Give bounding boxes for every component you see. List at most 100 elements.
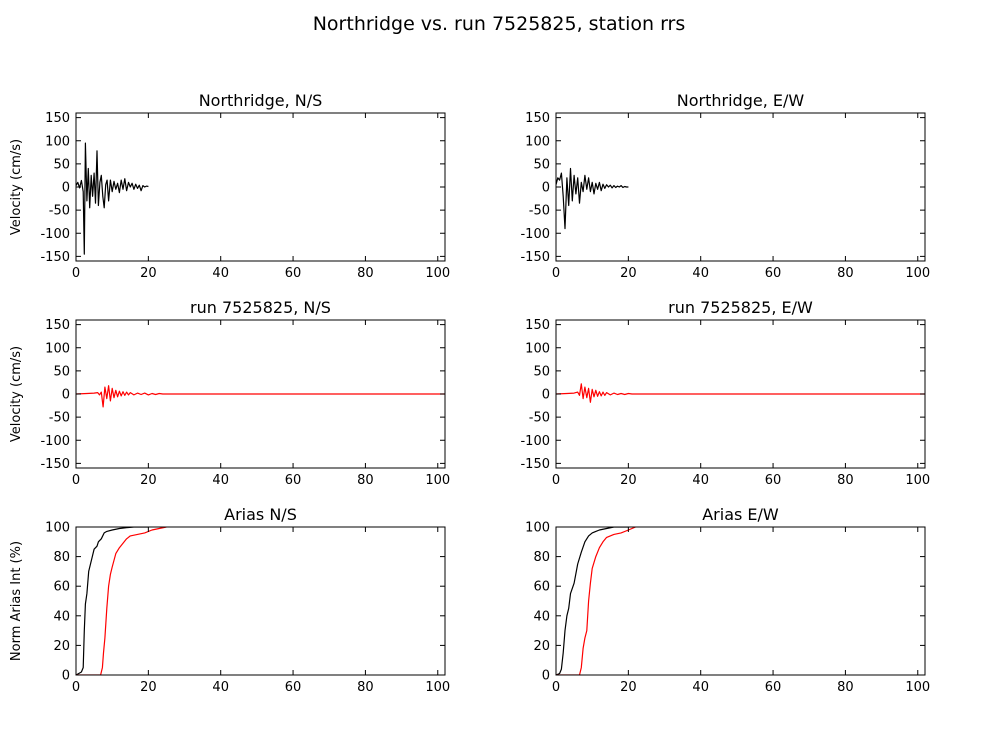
vel-ew-run-series-0 [556,383,925,403]
vel-ew-run-ytick-label: -100 [520,434,550,449]
arias-ns-xtick-label: 80 [357,680,374,695]
vel-ns-rec-ylabel: Velocity (cm/s) [9,139,24,235]
vel-ns-rec-xtick-label: 40 [212,266,229,281]
arias-ew-xtick-label: 40 [692,680,709,695]
vel-ns-rec-ytick-label: -100 [40,227,70,242]
vel-ew-rec-ytick-label: 150 [525,111,550,126]
arias-ns-xtick-label: 0 [72,680,80,695]
vel-ns-run-xtick-label: 60 [285,473,302,488]
arias-ew-xtick-label: 0 [552,680,560,695]
vel-ew-run-xtick-label: 40 [692,473,709,488]
vel-ew-rec-ytick-label: 50 [533,157,550,172]
vel-ew-run-ytick-label: -50 [529,411,550,426]
vel-ns-run-xtick-label: 100 [425,473,450,488]
arias-ns-xtick-label: 40 [212,680,229,695]
vel-ns-run-xtick-label: 80 [357,473,374,488]
arias-ew-xtick-label: 60 [765,680,782,695]
vel-ns-run-ylabel: Velocity (cm/s) [9,346,24,442]
vel-ew-run-ytick-label: -150 [520,457,550,472]
vel-ew-run-xtick-label: 80 [837,473,854,488]
vel-ns-run-ytick-label: 0 [62,388,70,403]
vel-ew-rec-xtick-label: 40 [692,266,709,281]
vel-ns-rec-ytick-label: 150 [45,111,70,126]
arias-ns-ytick-label: 40 [53,609,70,624]
arias-ew-series-1 [556,527,636,675]
vel-ns-rec-frame [75,112,446,262]
arias-ew-ytick-label: 80 [533,550,550,565]
vel-ew-run-ytick-label: 100 [525,341,550,356]
vel-ew-run-title: run 7525825, E/W [668,298,813,317]
vel-ew-rec-ytick-label: -150 [520,250,550,265]
vel-ew-run-ytick-label: 0 [542,388,550,403]
arias-ew-ytick-label: 40 [533,609,550,624]
vel-ns-run-xtick-label: 40 [212,473,229,488]
arias-ns-ytick-label: 60 [53,580,70,595]
vel-ew-rec-ytick-label: 100 [525,134,550,149]
vel-ew-run-xtick-label: 100 [905,473,930,488]
arias-ns-ytick-label: 0 [62,669,70,684]
subplot-arias-ns: 0 20 40 60 80 100 0 20 40 60 80 100 Arias N/S Norm Ar… [9,505,450,695]
arias-ew-frame [555,526,926,676]
arias-ew-ytick-label: 60 [533,580,550,595]
vel-ns-run-ytick-label: 150 [45,318,70,333]
vel-ew-run-xtick-label: 0 [552,473,560,488]
vel-ns-rec-xtick-label: 20 [140,266,157,281]
arias-ns-xtick-label: 20 [140,680,157,695]
vel-ew-run-ytick-label: 50 [533,364,550,379]
vel-ns-run-series-0 [76,385,445,408]
vel-ns-rec-xtick-label: 60 [285,266,302,281]
arias-ns-xtick-label: 60 [285,680,302,695]
arias-ns-series-0 [76,527,149,675]
vel-ns-run-ytick-label: -100 [40,434,70,449]
vel-ew-rec-series-0 [556,167,629,230]
subplot-vel-ns-run: 0 20 40 60 80 100 -150 -100 -50 0 50 100 150 run 7525… [9,298,450,488]
arias-ew-series-0 [556,527,629,675]
subplot-vel-ns-rec: 0 20 40 60 80 100 -150 -100 -50 0 50 100 150 Northrid… [9,91,450,281]
arias-ns-ylabel: Norm Arias Int (%) [9,541,24,661]
axes-layer: 0 20 40 60 80 100 -150 -100 -50 0 50 100 150 Northrid… [9,91,930,695]
vel-ew-rec-title: Northridge, E/W [677,91,805,110]
vel-ns-run-xtick-label: 0 [72,473,80,488]
vel-ew-rec-xtick-label: 0 [552,266,560,281]
vel-ns-rec-title: Northridge, N/S [199,91,323,110]
vel-ew-rec-xtick-label: 60 [765,266,782,281]
vel-ns-run-ytick-label: -50 [49,411,70,426]
vel-ns-run-ytick-label: 50 [53,364,70,379]
vel-ns-run-ytick-label: -150 [40,457,70,472]
figure-title: Northridge vs. run 7525825, station rrs [313,13,686,35]
vel-ew-run-xtick-label: 60 [765,473,782,488]
arias-ns-frame [75,526,446,676]
vel-ew-rec-xtick-label: 100 [905,266,930,281]
subplot-vel-ew-rec: 0 20 40 60 80 100 -150 -100 -50 0 50 100 150 Northrid… [520,91,930,281]
arias-ew-ytick-label: 20 [533,639,550,654]
vel-ew-run-ytick-label: 150 [525,318,550,333]
vel-ew-rec-xtick-label: 20 [620,266,637,281]
arias-ns-ytick-label: 80 [53,550,70,565]
vel-ns-run-xtick-label: 20 [140,473,157,488]
vel-ew-rec-ytick-label: 0 [542,181,550,196]
vel-ns-rec-ytick-label: 0 [62,181,70,196]
arias-ns-ytick-label: 20 [53,639,70,654]
arias-ns-title: Arias N/S [224,505,297,524]
vel-ns-rec-series-0 [76,142,149,255]
vel-ns-rec-ytick-label: -50 [49,204,70,219]
vel-ns-run-title: run 7525825, N/S [190,298,331,317]
arias-ns-series-1 [76,527,167,675]
vel-ew-rec-xtick-label: 80 [837,266,854,281]
vel-ns-run-ytick-label: 100 [45,341,70,356]
vel-ns-rec-xtick-label: 0 [72,266,80,281]
vel-ew-run-xtick-label: 20 [620,473,637,488]
vel-ns-rec-ytick-label: -150 [40,250,70,265]
subplot-vel-ew-run: 0 20 40 60 80 100 -150 -100 -50 0 50 100 150 run 7525… [520,298,930,488]
arias-ew-xtick-label: 20 [620,680,637,695]
vel-ew-rec-ytick-label: -100 [520,227,550,242]
arias-ew-xtick-label: 100 [905,680,930,695]
arias-ns-xtick-label: 100 [425,680,450,695]
vel-ns-rec-xtick-label: 100 [425,266,450,281]
arias-ew-ytick-label: 0 [542,669,550,684]
arias-ew-title: Arias E/W [702,505,779,524]
vel-ew-rec-ytick-label: -50 [529,204,550,219]
arias-ew-xtick-label: 80 [837,680,854,695]
subplot-arias-ew: 0 20 40 60 80 100 0 20 40 60 80 100 Arias E/W [525,505,930,695]
